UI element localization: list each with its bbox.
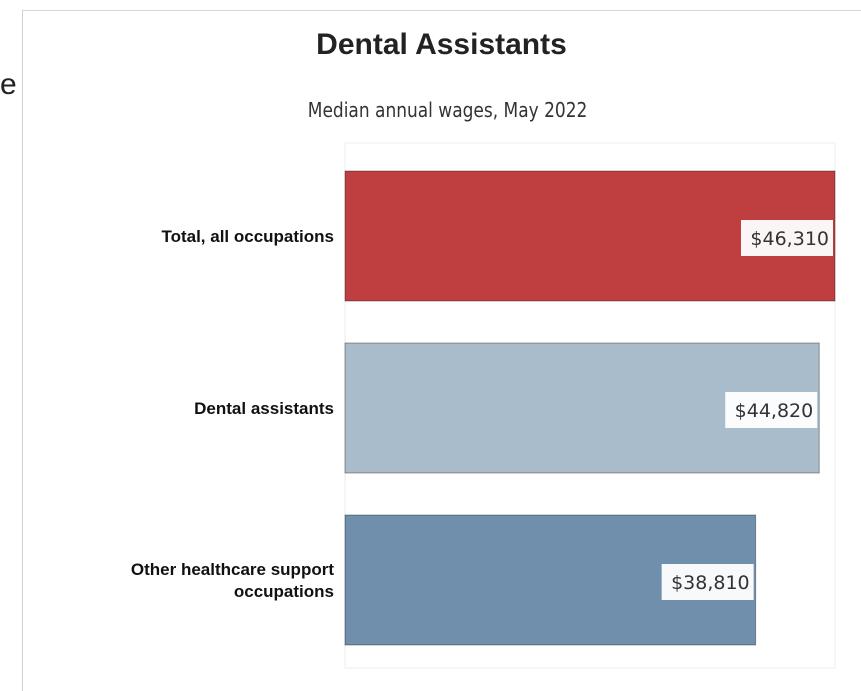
category-label-2: Other healthcare support occupations [131, 560, 334, 601]
value-label-0: $46,310 [750, 228, 829, 250]
chart-subtitle: Median annual wages, May 2022 [307, 98, 588, 122]
value-label-box-1 [725, 392, 818, 428]
category-label-1: Dental assistants [194, 399, 334, 418]
category-label-0: Total, all occupations [161, 227, 334, 246]
chart-title: Dental Assistants [316, 28, 567, 61]
value-label-1: $44,820 [735, 400, 814, 422]
value-label-2: $38,810 [671, 572, 750, 594]
value-label-box-0 [741, 220, 833, 256]
value-label-box-2 [661, 564, 754, 600]
cropped-edge-text: e [0, 68, 17, 101]
